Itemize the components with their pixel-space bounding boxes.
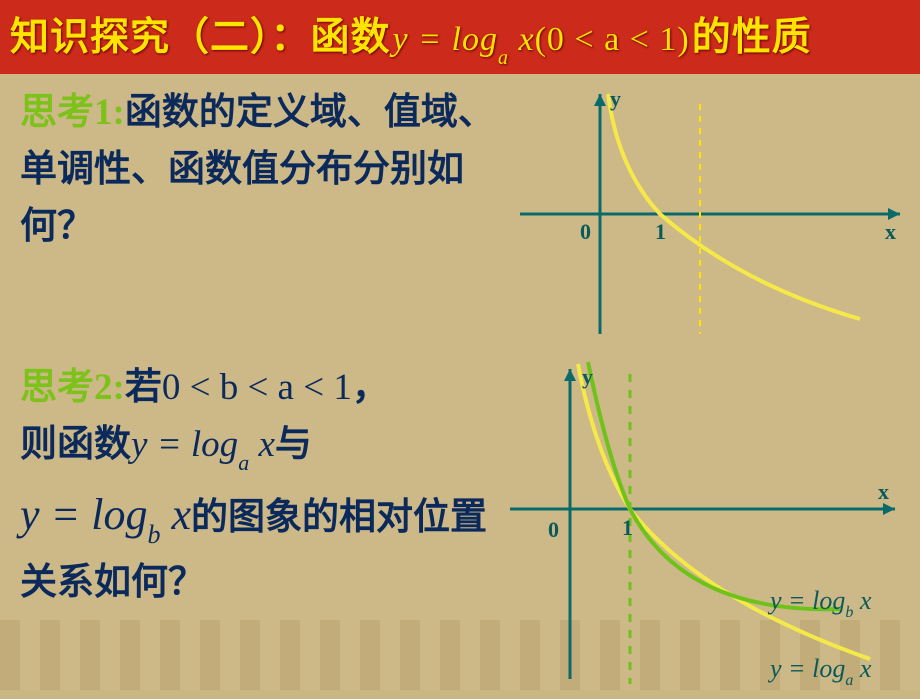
svg-text:x: x bbox=[878, 479, 889, 504]
graph-2: y x 0 1 y = logb x y = loga x bbox=[500, 359, 900, 689]
svg-text:1: 1 bbox=[622, 515, 633, 540]
svg-text:0: 0 bbox=[548, 517, 559, 542]
svg-text:y: y bbox=[582, 364, 593, 389]
content-area: 思考1:函数的定义域、值域、单调性、函数值分布分别如何？ y x 0 1 bbox=[0, 74, 920, 689]
think2-label: 思考2: bbox=[20, 367, 125, 408]
header-prefix: 知识探究（二）：函数 bbox=[10, 6, 391, 62]
svg-text:1: 1 bbox=[655, 219, 666, 244]
svg-text:0: 0 bbox=[580, 219, 591, 244]
header-suffix: 的性质 bbox=[692, 6, 812, 62]
formula-loga: y = loga x bbox=[131, 424, 275, 465]
svg-text:y = loga x: y = loga x bbox=[767, 654, 872, 689]
formula-logb: y = logb x bbox=[20, 490, 191, 539]
svg-text:y = logb x: y = logb x bbox=[767, 586, 872, 621]
block-2: 思考2:若0 < b < a < 1， 则函数y = loga x与 y = l… bbox=[20, 359, 900, 689]
svg-text:y: y bbox=[610, 86, 621, 111]
think1-label: 思考1: bbox=[20, 92, 125, 133]
header-formula: y = loga x(0 < a < 1) bbox=[391, 21, 692, 64]
block-1: 思考1:函数的定义域、值域、单调性、函数值分布分别如何？ y x 0 1 bbox=[20, 84, 900, 344]
svg-text:x: x bbox=[885, 219, 896, 244]
think2-text: 思考2:若0 < b < a < 1， 则函数y = loga x与 y = l… bbox=[20, 359, 500, 689]
header-bar: 知识探究（二）：函数 y = loga x(0 < a < 1) 的性质 bbox=[0, 0, 920, 74]
graph-1: y x 0 1 bbox=[500, 84, 900, 344]
think1-text: 思考1:函数的定义域、值域、单调性、函数值分布分别如何？ bbox=[20, 84, 500, 344]
